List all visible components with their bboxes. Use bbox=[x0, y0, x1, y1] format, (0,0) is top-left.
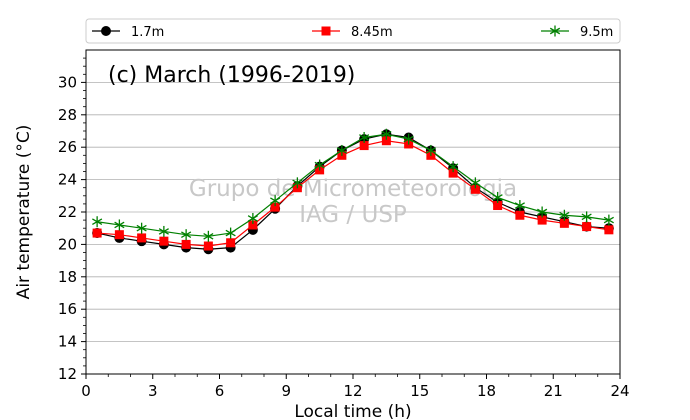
data-point bbox=[359, 141, 369, 151]
x-tick-label: 0 bbox=[81, 382, 91, 400]
watermark-text: IAG / USP bbox=[299, 202, 407, 228]
data-point bbox=[514, 200, 525, 212]
legend-item: 8.45m bbox=[312, 25, 393, 40]
data-point bbox=[559, 209, 570, 221]
y-tick-label: 16 bbox=[58, 300, 77, 318]
legend-label: 1.7m bbox=[131, 25, 164, 40]
y-tick-label: 28 bbox=[58, 106, 77, 124]
legend-item: 1.7m bbox=[92, 25, 164, 40]
x-tick-label: 18 bbox=[477, 382, 496, 400]
data-point bbox=[114, 230, 124, 240]
data-point bbox=[203, 241, 213, 251]
data-point bbox=[537, 206, 548, 218]
data-point bbox=[101, 26, 111, 36]
y-tick-label: 26 bbox=[58, 138, 77, 156]
y-tick-label: 14 bbox=[58, 333, 77, 351]
data-point bbox=[247, 212, 258, 224]
data-point bbox=[537, 215, 547, 225]
data-point bbox=[92, 216, 103, 228]
data-point bbox=[581, 211, 592, 223]
data-point bbox=[92, 228, 102, 238]
y-tick-label: 22 bbox=[58, 203, 77, 221]
x-tick-label: 15 bbox=[410, 382, 429, 400]
y-tick-label: 24 bbox=[58, 171, 77, 189]
data-point bbox=[181, 229, 192, 241]
y-tick-label: 20 bbox=[58, 235, 77, 253]
data-point bbox=[492, 191, 503, 203]
chart-title: (c) March (1996-2019) bbox=[108, 63, 355, 88]
data-point bbox=[181, 239, 191, 249]
data-point bbox=[321, 26, 331, 36]
grid bbox=[86, 82, 620, 343]
y-axis-label: Air temperature (°C) bbox=[14, 125, 34, 300]
x-tick-label: 24 bbox=[610, 382, 629, 400]
data-point bbox=[248, 220, 258, 230]
data-point bbox=[226, 238, 236, 248]
legend-label: 8.45m bbox=[351, 25, 393, 40]
x-tick-label: 9 bbox=[281, 382, 291, 400]
series-layer bbox=[92, 128, 614, 255]
data-point bbox=[225, 227, 236, 239]
data-point bbox=[336, 144, 347, 156]
data-point bbox=[292, 177, 303, 189]
data-point bbox=[114, 219, 125, 231]
legend-label: 9.5m bbox=[580, 25, 613, 40]
data-point bbox=[159, 236, 169, 246]
data-point bbox=[270, 195, 281, 207]
data-point bbox=[582, 222, 592, 232]
data-point bbox=[137, 233, 147, 243]
axes: 0 3 6 9 12 15 18 21 24 12 14 16 18 20 22 24 26 28 30 bbox=[58, 49, 630, 400]
data-point bbox=[515, 210, 525, 220]
y-tick-label: 18 bbox=[58, 268, 77, 286]
data-point bbox=[470, 177, 481, 189]
series-line bbox=[97, 133, 609, 237]
data-point bbox=[549, 25, 561, 37]
watermark-text: Grupo de Micrometeorologia bbox=[189, 176, 517, 202]
legend-item: 9.5m bbox=[541, 25, 613, 40]
data-point bbox=[381, 128, 392, 140]
data-point bbox=[448, 161, 459, 173]
legend: 1.7m 8.45m 9.5m bbox=[85, 18, 621, 44]
y-tick-label: 30 bbox=[58, 73, 77, 91]
data-point bbox=[603, 214, 614, 226]
data-point bbox=[425, 144, 436, 156]
x-tick-label: 21 bbox=[544, 382, 563, 400]
data-point bbox=[136, 222, 147, 234]
data-point bbox=[270, 202, 280, 212]
data-point bbox=[604, 225, 614, 235]
x-tick-label: 12 bbox=[343, 382, 362, 400]
data-point bbox=[493, 201, 503, 211]
x-tick-label: 3 bbox=[148, 382, 158, 400]
data-point bbox=[559, 218, 569, 228]
x-axis-label: Local time (h) bbox=[294, 402, 411, 420]
data-point bbox=[314, 159, 325, 171]
data-point bbox=[203, 230, 214, 242]
data-point bbox=[470, 184, 480, 194]
y-tick-label: 12 bbox=[58, 365, 77, 383]
data-point bbox=[448, 168, 458, 178]
data-point bbox=[158, 225, 169, 237]
data-point bbox=[359, 131, 370, 143]
x-tick-label: 6 bbox=[215, 382, 225, 400]
data-point bbox=[381, 136, 391, 146]
data-point bbox=[403, 133, 414, 145]
